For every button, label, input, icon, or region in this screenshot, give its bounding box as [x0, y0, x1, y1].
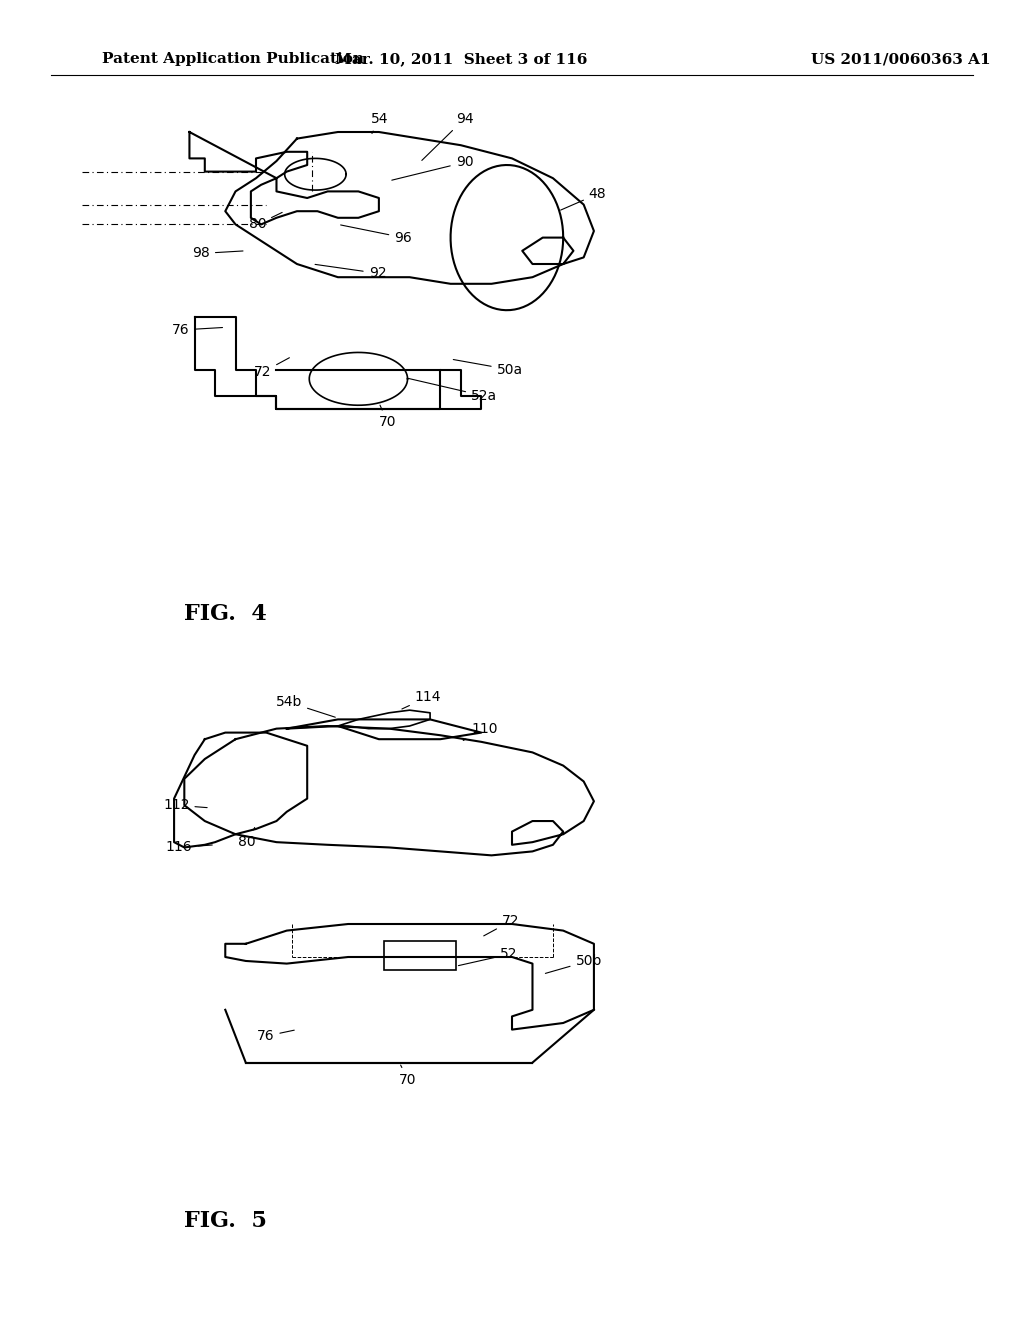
Text: 76: 76: [257, 1030, 294, 1043]
Text: Patent Application Publication: Patent Application Publication: [102, 53, 365, 66]
Text: FIG.  5: FIG. 5: [184, 1210, 267, 1232]
FancyBboxPatch shape: [384, 941, 456, 970]
Text: 54b: 54b: [275, 696, 335, 717]
Text: 70: 70: [379, 405, 396, 429]
Text: 50a: 50a: [454, 359, 523, 376]
Text: 80: 80: [249, 213, 283, 231]
Text: 54: 54: [371, 112, 388, 133]
Text: 110: 110: [463, 722, 498, 741]
Text: 114: 114: [401, 690, 441, 709]
Text: 72: 72: [483, 915, 519, 936]
Text: 112: 112: [163, 799, 207, 812]
Text: Mar. 10, 2011  Sheet 3 of 116: Mar. 10, 2011 Sheet 3 of 116: [335, 53, 587, 66]
Text: 72: 72: [254, 358, 290, 379]
Text: US 2011/0060363 A1: US 2011/0060363 A1: [811, 53, 991, 66]
Text: 94: 94: [422, 112, 473, 161]
Text: 52a: 52a: [408, 378, 498, 403]
Text: FIG.  4: FIG. 4: [184, 603, 267, 624]
Text: 80: 80: [239, 828, 256, 849]
Text: 70: 70: [399, 1065, 417, 1086]
Text: 96: 96: [341, 224, 412, 244]
Text: 76: 76: [172, 323, 222, 337]
Text: 116: 116: [166, 841, 212, 854]
Text: 52: 52: [459, 948, 517, 966]
Text: 98: 98: [193, 247, 243, 260]
Text: 48: 48: [560, 187, 606, 210]
Text: 90: 90: [392, 156, 473, 180]
Text: 92: 92: [315, 264, 386, 280]
Text: 50b: 50b: [546, 954, 602, 973]
